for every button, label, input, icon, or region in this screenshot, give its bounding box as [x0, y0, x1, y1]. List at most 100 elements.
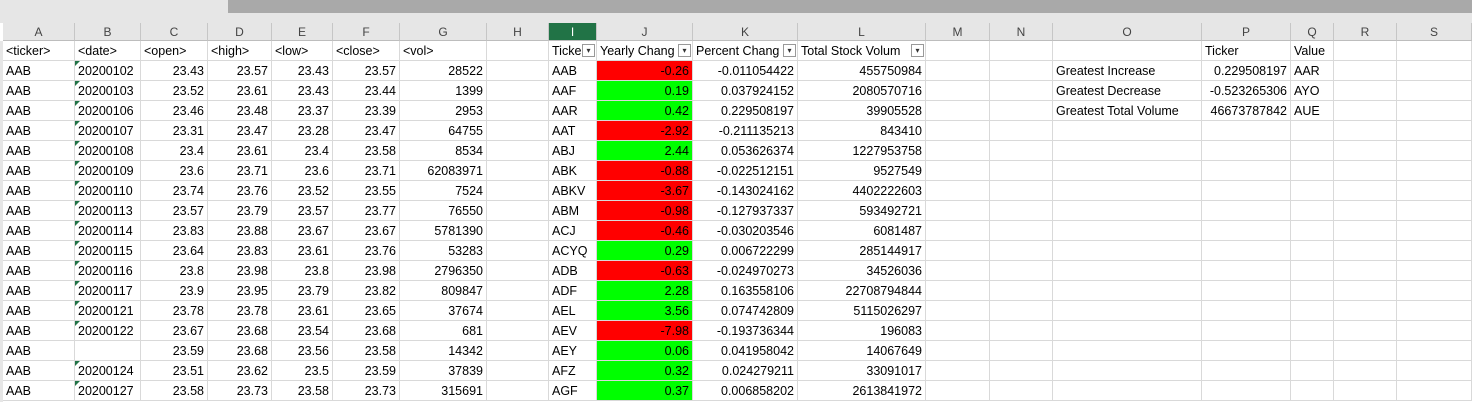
grid-cell[interactable] — [1053, 281, 1202, 301]
grid-cell[interactable] — [1397, 361, 1472, 381]
column-header-p[interactable]: P — [1202, 23, 1291, 41]
grid-cell[interactable] — [487, 181, 549, 201]
greatest-cell[interactable]: AAR — [1291, 61, 1334, 81]
raw-data-cell[interactable]: 20200121 — [75, 301, 141, 321]
column-header-a[interactable]: A — [3, 23, 75, 41]
raw-data-cell[interactable]: 20200127 — [75, 381, 141, 401]
raw-data-cell[interactable]: 23.59 — [333, 361, 400, 381]
raw-data-cell[interactable]: 2796350 — [400, 261, 487, 281]
raw-data-cell[interactable]: 23.47 — [333, 121, 400, 141]
grid-cell[interactable] — [990, 201, 1053, 221]
summary-cell[interactable]: 0.074742809 — [693, 301, 798, 321]
grid-cell[interactable] — [1291, 121, 1334, 141]
yearly-change-cell[interactable]: -0.63 — [597, 261, 693, 281]
grid-cell[interactable] — [1202, 361, 1291, 381]
raw-data-cell[interactable]: 20200117 — [75, 281, 141, 301]
raw-data-cell[interactable]: 23.55 — [333, 181, 400, 201]
raw-data-cell[interactable]: 23.37 — [272, 101, 333, 121]
summary-cell[interactable]: 34526036 — [798, 261, 926, 281]
grid-cell[interactable] — [1053, 141, 1202, 161]
grid-cell[interactable] — [990, 221, 1053, 241]
grid-cell[interactable] — [487, 241, 549, 261]
grid-cell[interactable] — [487, 121, 549, 141]
raw-header-cell[interactable]: <close> — [333, 41, 400, 61]
grid-cell[interactable] — [1202, 121, 1291, 141]
summary-cell[interactable]: -0.024970273 — [693, 261, 798, 281]
summary-cell[interactable]: ACYQ — [549, 241, 597, 261]
raw-data-cell[interactable]: AAB — [3, 221, 75, 241]
grid-cell[interactable] — [1334, 301, 1397, 321]
summary-cell[interactable]: 196083 — [798, 321, 926, 341]
raw-data-cell[interactable]: 20200108 — [75, 141, 141, 161]
filter-dropdown-icon[interactable]: ▾ — [678, 44, 691, 57]
raw-data-cell[interactable]: 23.56 — [272, 341, 333, 361]
greatest-cell[interactable]: -0.523265306 — [1202, 81, 1291, 101]
greatest-cell[interactable]: AUE — [1291, 101, 1334, 121]
raw-data-cell[interactable]: 20200122 — [75, 321, 141, 341]
grid-cell[interactable] — [926, 61, 990, 81]
grid-cell[interactable] — [487, 141, 549, 161]
grid-cell[interactable] — [1202, 241, 1291, 261]
raw-data-cell[interactable]: 2953 — [400, 101, 487, 121]
grid-cell[interactable] — [1334, 361, 1397, 381]
grid-cell[interactable] — [487, 41, 549, 61]
raw-data-cell[interactable]: 23.67 — [272, 221, 333, 241]
raw-data-cell[interactable]: 23.4 — [272, 141, 333, 161]
raw-data-cell[interactable]: AAB — [3, 121, 75, 141]
summary-cell[interactable]: 22708794844 — [798, 281, 926, 301]
column-header-f[interactable]: F — [333, 23, 400, 41]
raw-data-cell[interactable]: 315691 — [400, 381, 487, 401]
raw-data-cell[interactable]: 23.47 — [208, 121, 272, 141]
grid-cell[interactable] — [487, 381, 549, 401]
summary-cell[interactable]: -0.011054422 — [693, 61, 798, 81]
greatest-header-cell[interactable]: Ticker — [1202, 41, 1291, 61]
grid-cell[interactable] — [926, 321, 990, 341]
raw-data-cell[interactable]: 23.73 — [333, 381, 400, 401]
yearly-change-cell[interactable]: -0.98 — [597, 201, 693, 221]
grid-cell[interactable] — [1291, 241, 1334, 261]
grid-cell[interactable] — [1334, 241, 1397, 261]
raw-data-cell[interactable]: 23.6 — [272, 161, 333, 181]
raw-data-cell[interactable]: AAB — [3, 181, 75, 201]
summary-cell[interactable]: ABJ — [549, 141, 597, 161]
raw-data-cell[interactable]: 23.68 — [333, 321, 400, 341]
column-header-n[interactable]: N — [990, 23, 1053, 41]
grid-cell[interactable] — [990, 361, 1053, 381]
grid-cell[interactable] — [1334, 181, 1397, 201]
grid-cell[interactable] — [1053, 121, 1202, 141]
grid-cell[interactable] — [1397, 321, 1472, 341]
grid-cell[interactable] — [1397, 201, 1472, 221]
raw-data-cell[interactable]: 20200110 — [75, 181, 141, 201]
raw-data-cell[interactable]: 23.57 — [208, 61, 272, 81]
grid-cell[interactable] — [926, 281, 990, 301]
raw-data-cell[interactable]: 23.68 — [208, 341, 272, 361]
raw-data-cell[interactable]: 23.62 — [208, 361, 272, 381]
grid-cell[interactable] — [1053, 181, 1202, 201]
summary-cell[interactable]: ADB — [549, 261, 597, 281]
grid-cell[interactable] — [1397, 121, 1472, 141]
raw-data-cell[interactable]: 64755 — [400, 121, 487, 141]
summary-cell[interactable]: 0.041958042 — [693, 341, 798, 361]
grid-cell[interactable] — [1202, 281, 1291, 301]
column-header-h[interactable]: H — [487, 23, 549, 41]
raw-data-cell[interactable]: 23.71 — [333, 161, 400, 181]
raw-data-cell[interactable]: 23.57 — [141, 201, 208, 221]
grid-cell[interactable] — [1397, 41, 1472, 61]
raw-header-cell[interactable]: <ticker> — [3, 41, 75, 61]
grid-cell[interactable] — [1334, 41, 1397, 61]
raw-data-cell[interactable]: 23.61 — [208, 81, 272, 101]
grid-cell[interactable] — [1397, 81, 1472, 101]
raw-data-cell[interactable]: 53283 — [400, 241, 487, 261]
summary-header-cell[interactable]: Ticke ▾ — [549, 41, 597, 61]
grid-cell[interactable] — [487, 361, 549, 381]
grid-cell[interactable] — [926, 221, 990, 241]
grid-cell[interactable] — [1397, 281, 1472, 301]
summary-cell[interactable]: 9527549 — [798, 161, 926, 181]
raw-data-cell[interactable]: 23.57 — [333, 61, 400, 81]
raw-data-cell[interactable]: 23.51 — [141, 361, 208, 381]
grid-cell[interactable] — [1291, 161, 1334, 181]
raw-data-cell[interactable]: 23.58 — [141, 381, 208, 401]
raw-data-cell[interactable]: 23.48 — [208, 101, 272, 121]
raw-data-cell[interactable]: 23.98 — [333, 261, 400, 281]
grid-cell[interactable] — [1397, 261, 1472, 281]
